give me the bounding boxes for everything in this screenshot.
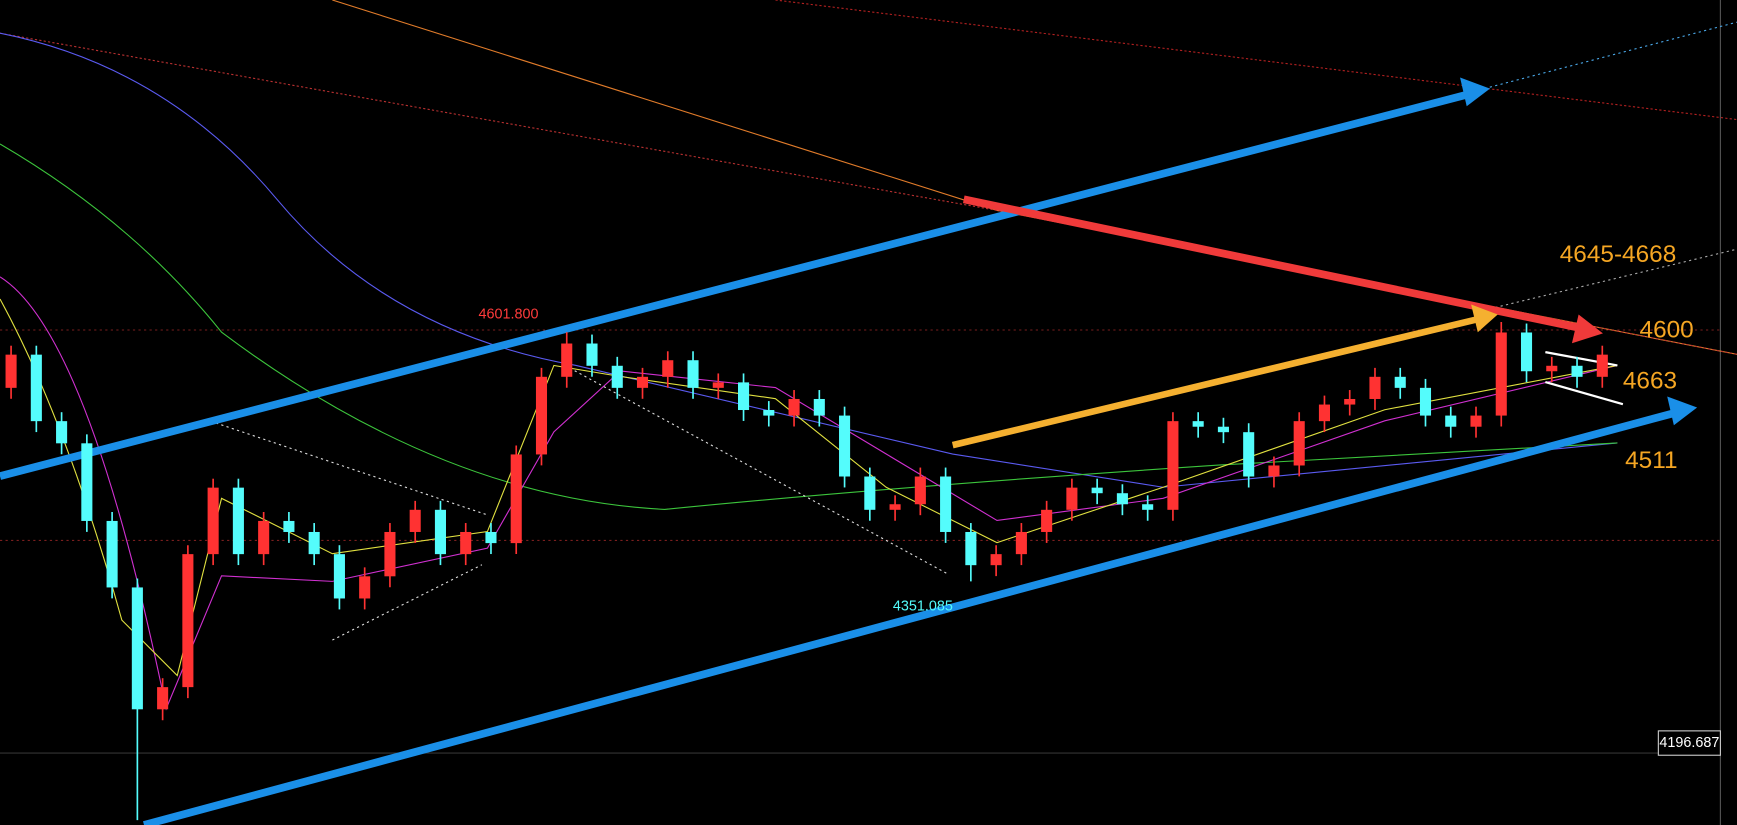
candle-body [561, 343, 573, 377]
arrow-head [1571, 314, 1603, 344]
candle-body [1419, 387, 1432, 416]
ma-line [0, 276, 1618, 711]
small-arrow [1545, 380, 1624, 406]
candle-body [864, 476, 876, 510]
candle-body [460, 531, 472, 555]
candle-body [914, 476, 926, 505]
ma-line [0, 143, 1618, 510]
candle-body [106, 520, 118, 588]
candle-body [535, 376, 548, 455]
annotation: 4511 [1625, 447, 1677, 474]
candle-body [636, 376, 649, 388]
candle-body [965, 531, 977, 566]
candle-body [434, 509, 446, 555]
candle-body [1091, 487, 1103, 494]
candle-body [1192, 421, 1204, 427]
candle-body [1470, 415, 1482, 427]
channel-line [215, 422, 488, 516]
candle-body [510, 454, 522, 544]
trend-extension [1484, 21, 1737, 90]
trend-arrow [143, 408, 1680, 825]
candle-body [813, 398, 825, 416]
candle-body [1243, 432, 1255, 477]
price-box [1657, 730, 1721, 756]
candle-body [232, 487, 244, 555]
ma-line [775, 0, 1737, 121]
candle-body [485, 531, 497, 544]
candle-body [1445, 415, 1457, 427]
candle-body [1596, 354, 1608, 377]
candle-body [258, 520, 270, 555]
candle-body [1268, 465, 1280, 477]
ma-line [0, 32, 1618, 488]
candle-body [5, 354, 17, 388]
candle-body [763, 410, 775, 416]
high-label: 4601.800 [479, 306, 539, 322]
candle-body [1015, 531, 1027, 555]
candle-body [1344, 398, 1356, 405]
trend-extension [1484, 248, 1737, 311]
candle-body [56, 421, 68, 444]
annotation: 4645-4668 [1560, 241, 1677, 268]
candle-body [409, 509, 421, 532]
candle-body [1546, 365, 1558, 372]
candle-body [662, 360, 674, 377]
candle-body [131, 587, 143, 710]
candle-body [1394, 376, 1406, 388]
candle-body [1520, 332, 1533, 372]
candle-body [1217, 426, 1229, 433]
candle-body [738, 382, 750, 411]
candle-body [1066, 487, 1078, 510]
trend-arrow [951, 315, 1480, 449]
candles [5, 322, 1608, 821]
arrow-head [1471, 304, 1498, 333]
candle-body [1293, 421, 1305, 466]
candle-body [1116, 493, 1128, 505]
candle-body [207, 487, 219, 555]
candle-body [788, 398, 800, 416]
candle-body [384, 531, 396, 577]
candle-body [1041, 509, 1053, 532]
candle-body [889, 504, 901, 510]
candle-body [182, 554, 194, 688]
trend-arrow [962, 195, 1585, 333]
annotation: 4663 [1623, 367, 1677, 394]
candle-body [1495, 332, 1507, 416]
candle-body [611, 365, 623, 388]
candle-body [687, 360, 699, 388]
last-price: 4196.687 [1659, 735, 1719, 751]
trend-arrow [0, 89, 1475, 480]
channel-line [332, 564, 483, 641]
candle-body [1167, 421, 1179, 510]
low-label: 4351.085 [893, 599, 953, 615]
candle-body [586, 343, 598, 366]
candle-body [359, 576, 371, 599]
candle-body [308, 531, 320, 555]
candle-body [839, 415, 851, 477]
annotation: 4600 [1640, 317, 1694, 344]
candle-body [940, 476, 952, 532]
candle-body [1571, 365, 1583, 377]
arrow-head [1460, 77, 1490, 107]
candle-body [990, 554, 1002, 566]
candle-body [1369, 376, 1381, 399]
candle-body [1318, 404, 1331, 422]
candle-body [712, 382, 724, 388]
candle-body [283, 520, 295, 532]
candle-body [81, 443, 93, 521]
candle-body [30, 354, 42, 422]
arrow-head [1667, 396, 1698, 426]
candle-body [1142, 504, 1154, 510]
candle-body [157, 687, 169, 710]
channel-line [564, 364, 948, 575]
candle-body [333, 554, 345, 599]
ma-line [0, 32, 1737, 355]
